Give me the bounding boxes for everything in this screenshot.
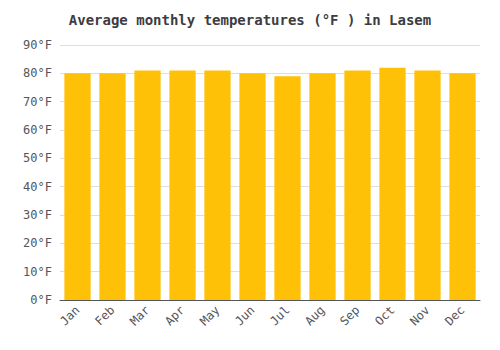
svg-text:70°F: 70°F [23,95,52,109]
svg-text:Dec: Dec [442,303,467,328]
svg-text:Oct: Oct [372,303,397,328]
svg-text:40°F: 40°F [23,180,52,194]
svg-text:Nov: Nov [407,303,432,328]
svg-text:90°F: 90°F [23,38,52,52]
svg-text:30°F: 30°F [23,208,52,222]
svg-text:Jan: Jan [57,303,82,328]
svg-text:0°F: 0°F [30,293,52,307]
svg-text:Apr: Apr [162,303,187,328]
svg-text:May: May [197,303,222,328]
svg-text:50°F: 50°F [23,151,52,165]
svg-text:Jun: Jun [232,303,257,328]
svg-text:Feb: Feb [92,303,117,328]
svg-text:Aug: Aug [302,303,327,328]
svg-text:10°F: 10°F [23,265,52,279]
svg-text:Sep: Sep [337,303,362,328]
svg-text:Average monthly temperatures (: Average monthly temperatures (°F ) in La… [69,12,431,28]
svg-text:60°F: 60°F [23,123,52,137]
svg-text:20°F: 20°F [23,236,52,250]
svg-text:Mar: Mar [127,303,152,328]
svg-text:Jul: Jul [267,303,292,328]
svg-text:80°F: 80°F [23,66,52,80]
